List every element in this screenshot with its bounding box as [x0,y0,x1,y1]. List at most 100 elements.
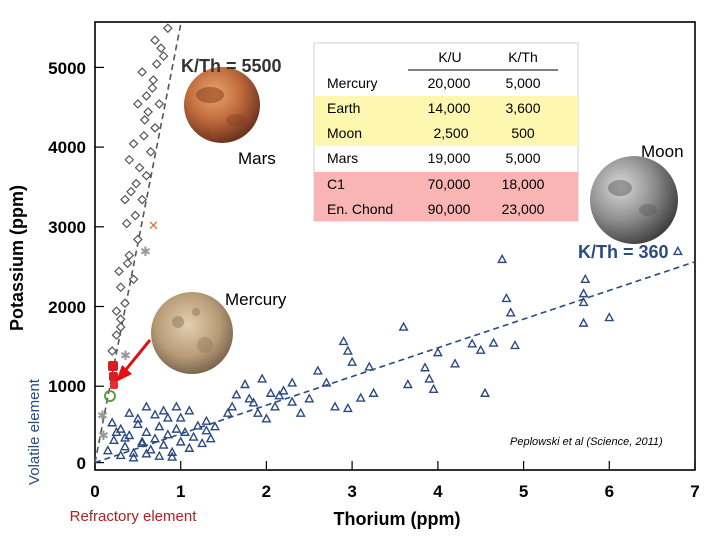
lunar-point [205,433,216,443]
mars-point [121,218,132,229]
y-tick-label-5000: 5000 [48,59,86,78]
lunar-point [338,335,349,346]
mars-point [111,330,122,340]
y-tick-label-3000: 3000 [48,218,86,237]
mercury-image [151,292,233,374]
table-row-ku: 90,000 [428,201,471,217]
mars-point [107,346,117,356]
y-axis: 0 1000 2000 3000 4000 5000 [48,59,104,473]
mars-point [134,162,145,173]
x-tick-label-5: 5 [519,482,528,501]
chondrite-marker [104,390,116,402]
lunar-point [505,307,516,317]
table-row-ku: 70,000 [428,176,471,192]
mars-point [115,322,126,332]
lunar-point [210,421,220,431]
lunar-point [274,390,285,400]
lunar-point [227,401,238,411]
lunar-point [510,339,520,350]
lunar-point [154,450,165,460]
mars-point [114,266,124,277]
table-row-name: Earth [327,100,360,116]
lunar-point [108,434,119,444]
table-row-ku: 19,000 [428,150,471,166]
lunar-point [342,345,353,355]
lunar-point [304,393,315,403]
y-tick-label-2000: 2000 [48,298,86,317]
mars-point [150,35,160,46]
lunar-point [141,401,152,411]
x-tick-label-7: 7 [690,482,699,501]
lunar-point [132,413,143,423]
mars-series [107,23,173,356]
mars-point [163,23,173,34]
moon-label: Moon [641,142,684,161]
lunar-point [287,396,298,406]
mars-point [124,154,135,165]
mars-point [133,99,143,109]
lunar-point [184,442,195,452]
mars-point [115,314,126,324]
lunar-point [501,292,512,303]
lunar-point [167,446,178,456]
lunar-point [244,393,255,403]
lunar-point [261,413,272,423]
mars-point [147,83,158,93]
star-marker-2: ✱ [98,429,109,444]
lunar-point [347,356,358,366]
lunar-point [171,401,182,411]
mars-point [111,306,122,317]
lunar-point [252,407,263,417]
mars-point [120,194,130,205]
lunar-point [488,337,499,347]
lunar-point [102,445,113,455]
table-header-kth: K/Th [508,49,538,65]
mars-point [150,123,160,133]
lunar-point [295,407,306,417]
lunar-point [120,432,130,442]
lunar-point [467,338,478,348]
y-axis-title: Potassium (ppm) [7,185,27,331]
lunar-point [270,401,280,411]
lunar-point [120,441,130,451]
x-tick-label-6: 6 [605,482,614,501]
row-bg-c1 [314,172,578,221]
lunar-point [432,347,443,357]
lunar-point [475,344,486,354]
mercury-marker-2 [109,372,118,381]
lunar-point [287,377,298,387]
lunar-point [398,321,409,331]
lunar-point [672,245,683,256]
x-tick-label-3: 3 [347,482,356,501]
mars-point [115,282,126,293]
lunar-point [124,407,135,417]
mars-point [154,99,165,109]
lunar-point [257,373,268,383]
mars-point [156,43,166,54]
table-row-name: Mercury [327,75,378,91]
plot-area [94,21,696,471]
lunar-point [604,312,615,322]
table-row-kth: 5,000 [505,150,540,166]
mars-point [137,67,147,77]
mars-point [145,146,156,157]
mars-point [120,298,130,309]
lunar-point [321,377,332,387]
table-row-name: En. Chond [327,201,393,217]
lunar-point [342,402,353,413]
mercury-marker-3 [110,381,118,389]
lunar-point [158,439,169,449]
mars-point [124,250,135,261]
table-row-kth: 3,600 [505,100,540,116]
lunar-point [115,423,126,433]
mars-point [128,274,139,285]
mars-point [141,170,152,181]
mars-point [141,91,152,101]
lunar-point [368,387,379,397]
lunar-point [278,385,289,395]
lunar-point [180,426,190,437]
table-row-ku: 20,000 [428,75,471,91]
lunar-point [175,412,186,422]
y-tick-label-0: 0 [77,454,86,473]
